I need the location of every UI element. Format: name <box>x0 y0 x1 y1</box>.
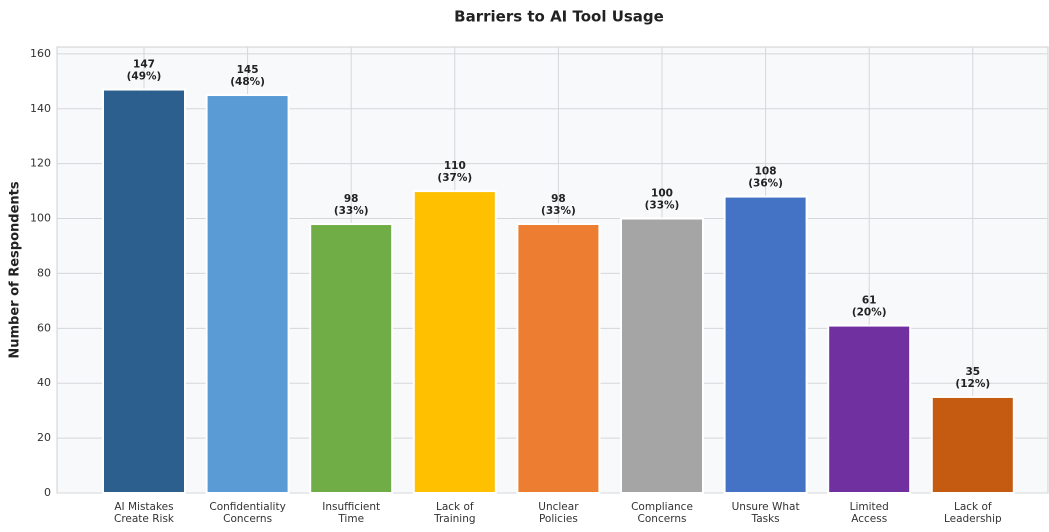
value-label: 110 (37%) <box>437 160 472 184</box>
y-tick-label: 140 <box>30 102 51 115</box>
value-label: 100 (33%) <box>645 188 680 212</box>
x-tick-label: Insufficient Time <box>322 501 380 525</box>
y-tick-label: 80 <box>37 266 51 279</box>
y-tick-label: 0 <box>44 486 51 499</box>
y-tick-label: 40 <box>37 376 51 389</box>
bar <box>102 88 186 495</box>
x-tick-label: AI Mistakes Create Risk <box>114 501 175 525</box>
x-tick-label: Lack of Training <box>433 501 475 525</box>
x-tick-label: Lack of Leadership <box>944 501 1002 525</box>
value-label: 98 (33%) <box>334 193 369 217</box>
value-label: 145 (48%) <box>230 64 265 88</box>
x-tick-label: Unclear Policies <box>538 501 579 525</box>
value-label: 35 (12%) <box>955 366 990 390</box>
y-tick-label: 120 <box>30 157 51 170</box>
y-axis-label: Number of Respondents <box>8 181 23 359</box>
bar <box>620 217 704 495</box>
bar <box>309 223 394 495</box>
y-tick-label: 100 <box>30 212 51 225</box>
bar <box>205 94 290 495</box>
bar <box>723 195 808 494</box>
bar <box>516 223 601 495</box>
y-tick-label: 20 <box>37 431 51 444</box>
value-label: 108 (36%) <box>748 166 783 190</box>
x-tick-label: Confidentiality Concerns <box>209 501 285 525</box>
value-label: 98 (33%) <box>541 193 576 217</box>
y-tick-label: 160 <box>30 47 51 60</box>
bar <box>412 190 497 494</box>
x-tick-label: Compliance Concerns <box>631 501 693 525</box>
chart-title: Barriers to AI Tool Usage <box>454 8 664 26</box>
x-tick-label: Limited Access <box>850 501 889 525</box>
bar <box>930 395 1015 495</box>
value-label: 147 (49%) <box>127 59 162 83</box>
y-tick-label: 60 <box>37 321 51 334</box>
value-label: 61 (20%) <box>852 295 887 319</box>
bar <box>827 324 912 494</box>
x-tick-label: Unsure What Tasks <box>732 501 800 525</box>
